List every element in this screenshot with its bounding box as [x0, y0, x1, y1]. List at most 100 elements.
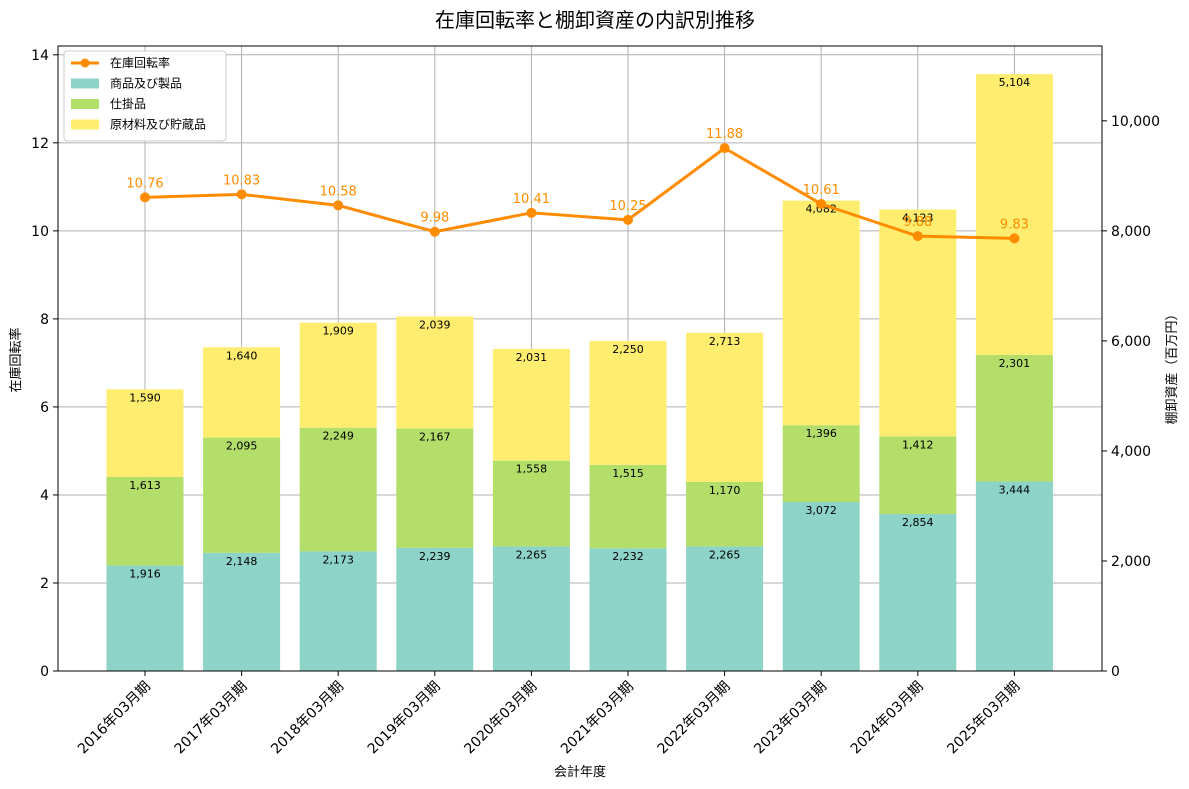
turnover-value-label: 9.83	[1000, 217, 1029, 232]
bar-segment	[879, 436, 957, 514]
y-right-tick-label: 6,000	[1111, 334, 1151, 350]
y-left-tick-label: 10	[31, 224, 49, 240]
bar-value-label: 2,250	[612, 343, 644, 356]
bar-segment	[589, 341, 667, 465]
bar-value-label: 3,444	[999, 484, 1031, 497]
y-left-tick-label: 14	[31, 48, 49, 64]
legend-line-marker	[80, 58, 90, 68]
y-right-tick-label: 10,000	[1111, 114, 1160, 130]
y-axis-label-right: 棚卸資産（百万円）	[1164, 307, 1180, 424]
turnover-value-label: 10.61	[803, 183, 840, 198]
turnover-value-label: 10.83	[223, 173, 260, 188]
bar-value-label: 2,173	[322, 553, 354, 566]
bar-segment	[203, 552, 281, 671]
legend-box	[63, 50, 227, 142]
bar-segment	[975, 354, 1053, 482]
bar-segment	[106, 389, 184, 477]
turnover-point	[333, 200, 344, 211]
bar-value-label: 4,123	[902, 211, 934, 224]
bar-segment	[782, 501, 860, 671]
bar-segment	[686, 482, 764, 547]
y-left-tick-label: 2	[40, 576, 49, 592]
bar-segment	[106, 476, 184, 566]
turnover-point	[1009, 233, 1020, 244]
turnover-value-label: 10.58	[320, 184, 357, 199]
turnover-point	[816, 199, 827, 210]
bar-value-label: 1,412	[902, 438, 934, 451]
turnover-point	[140, 192, 150, 203]
bar-segment	[106, 565, 184, 671]
legend-entry-label: 原材料及び貯蔵品	[110, 118, 206, 132]
turnover-value-label: 10.76	[126, 176, 163, 191]
bar-segment	[975, 74, 1053, 355]
turnover-point	[719, 143, 730, 154]
turnover-point	[429, 226, 440, 237]
bar-value-label: 2,265	[516, 548, 548, 561]
bar-value-label: 1,909	[322, 325, 354, 338]
bar-segment	[203, 347, 281, 438]
bar-value-label: 2,148	[226, 555, 258, 568]
legend-entry-label: 商品及び製品	[110, 76, 182, 91]
bar-segment	[396, 547, 474, 671]
x-tick-label: 2021年03月期	[558, 679, 637, 758]
turnover-point	[912, 231, 923, 242]
y-axis-label-left: 在庫回転率	[8, 327, 24, 392]
x-tick-label: 2020年03月期	[461, 679, 540, 758]
bar-value-label: 2,301	[999, 357, 1031, 370]
bar-value-label: 2,167	[419, 431, 451, 444]
x-tick-label: 2019年03月期	[365, 679, 444, 758]
turnover-point	[236, 189, 247, 200]
y-left-tick-label: 6	[40, 400, 49, 416]
y-right-tick-label: 4,000	[1111, 444, 1151, 460]
x-axis-label: 会計年度	[554, 764, 606, 780]
chart-title: 在庫回転率と棚卸資産の内訳別推移	[435, 8, 755, 32]
x-tick-label: 2018年03月期	[268, 679, 347, 758]
bar-segment	[879, 513, 957, 671]
line-layer: 10.76 10.83 10.58 9.98 10.41 10.25 11.88 10.61 9…	[126, 127, 1029, 244]
bar-value-label: 1,170	[709, 484, 741, 497]
bar-value-label: 2,854	[902, 516, 934, 529]
bar-segment	[203, 437, 281, 553]
turnover-point	[623, 214, 633, 225]
bar-segment	[589, 464, 667, 549]
turnover-point	[526, 207, 537, 218]
x-tick-label: 2022年03月期	[655, 679, 734, 758]
bar-segment	[492, 460, 570, 547]
turnover-value-label: 10.25	[609, 199, 646, 214]
bar-value-label: 5,104	[999, 76, 1031, 89]
bar-value-label: 2,031	[516, 351, 548, 364]
bar-value-label: 2,232	[612, 550, 644, 563]
x-tick-label: 2023年03月期	[751, 679, 830, 758]
y-left-tick-label: 8	[40, 312, 49, 328]
bar-segment	[299, 427, 377, 552]
y-right-tick-label: 8,000	[1111, 224, 1151, 240]
bar-value-label: 1,590	[129, 391, 161, 404]
legend-bar-swatch	[71, 78, 99, 89]
plot-frame	[57, 45, 1103, 672]
x-tick-label: 2024年03月期	[848, 679, 927, 758]
bar-segment	[686, 546, 764, 671]
bar-segment	[299, 322, 377, 428]
bar-segment	[879, 209, 957, 437]
bar-segment	[975, 481, 1053, 671]
legend-entry-label: 仕掛品	[110, 96, 146, 111]
x-tick-label: 2017年03月期	[172, 679, 251, 758]
bar-segment	[782, 200, 860, 426]
bar-value-label: 3,072	[805, 504, 837, 517]
turnover-line	[144, 146, 1015, 240]
bar-value-label: 1,916	[129, 568, 161, 581]
legend-entry-label: 在庫回転率	[110, 55, 170, 70]
bar-segment	[589, 548, 667, 671]
bar-value-label: 2,713	[709, 335, 741, 348]
y-right-tick-label: 0	[1111, 664, 1120, 680]
y-right-tick-label: 2,000	[1111, 554, 1151, 570]
bar-segment	[299, 551, 377, 671]
legend-bar-swatch	[71, 119, 99, 130]
bars-layer	[106, 74, 1053, 671]
bar-segment	[492, 546, 570, 671]
bar-value-label: 1,640	[226, 349, 258, 362]
turnover-value-label: 9.88	[903, 215, 932, 230]
bar-segment	[686, 332, 764, 483]
